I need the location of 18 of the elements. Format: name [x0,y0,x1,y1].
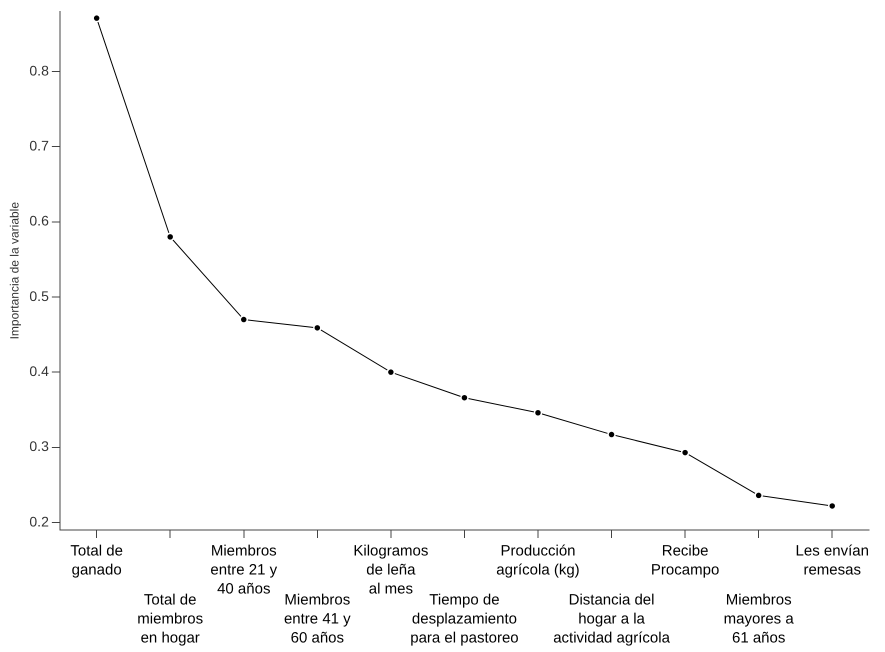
x-tick-label: Miembros entre 21 y 40 años [210,542,278,598]
x-tick-label: Producción agrícola (kg) [496,542,580,579]
x-tick-label: Kilogramos de leña al mes [353,542,428,598]
y-tick-label: 0.4 [29,363,50,380]
x-tick-label: Recibe Procampo [650,542,720,579]
y-tick-label: 0.3 [29,438,50,454]
y-axis-title: Importancia de la variable [8,202,22,340]
x-tick-label: Total de ganado [70,542,123,579]
y-tick-label: 0.2 [29,513,50,530]
x-tick-label: Total de miembros en hogar [137,592,204,647]
x-tick-label: Miembros entre 41 y 60 años [284,592,352,647]
y-tick-label: 0.5 [29,288,50,304]
y-tick-label: 0.6 [29,212,50,229]
y-tick-label: 0.8 [29,62,50,78]
x-tick-label: Les envían remesas [796,542,869,579]
y-tick-label: 0.7 [29,138,50,154]
x-tick-label: Distancia del hogar a la actividad agrícola [553,592,671,647]
x-tick-label: Miembros mayores a 61 años [724,592,794,647]
